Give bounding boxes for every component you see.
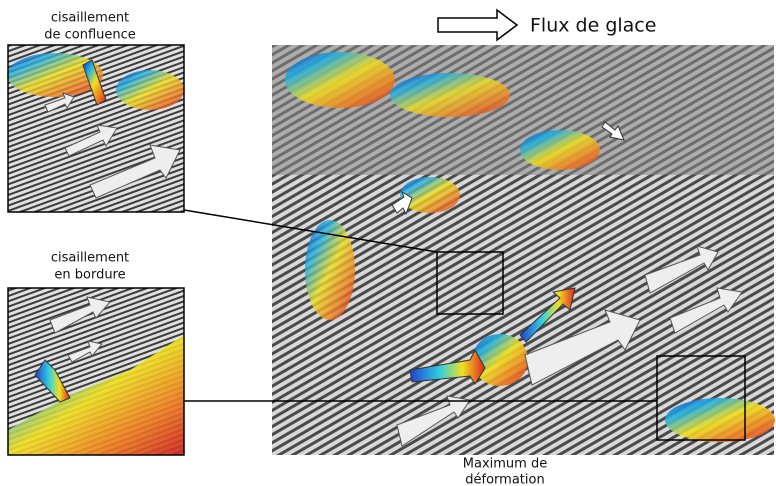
- main-image: [272, 45, 775, 455]
- flow-label: Flux de glace: [530, 15, 656, 37]
- inset-confluence: [7, 44, 185, 213]
- inset-title: cisaillement: [51, 11, 129, 26]
- inset-bordure: [7, 287, 185, 456]
- connector: [183, 209, 438, 253]
- inset-title: de confluence: [44, 28, 136, 43]
- inset-title: cisaillement: [51, 251, 129, 266]
- inset-title: en bordure: [54, 268, 125, 283]
- annotation: déformation: [465, 473, 544, 486]
- annotation: Maximum de: [463, 457, 547, 472]
- flow-arrow: [437, 8, 519, 42]
